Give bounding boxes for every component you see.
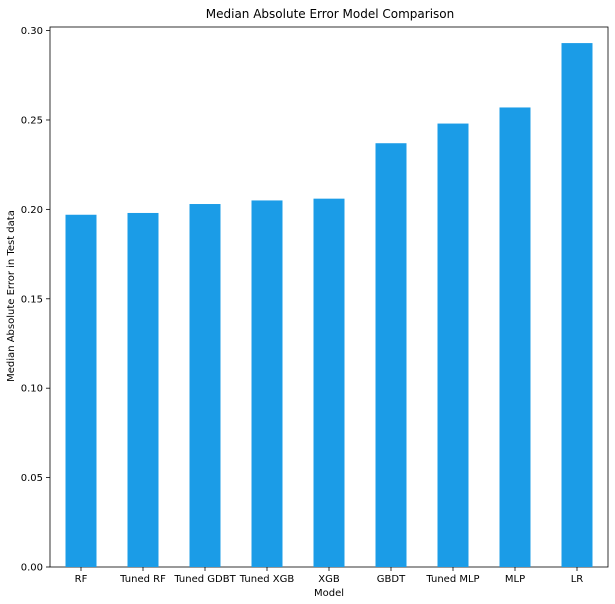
y-tick-label: 0.20 [21,205,43,216]
x-tick-label: LR [571,574,584,585]
x-axis-ticks: RF Tuned RF Tuned GDBT Tuned XGB XGB GBDT Tune… [75,567,584,585]
bar-gbdt [375,143,407,568]
x-tick-label: MLP [505,574,525,585]
bar-rf [65,214,97,567]
y-tick-label: 0.30 [21,26,43,37]
y-tick-label: 0.25 [21,115,43,126]
y-tick-label: 0.15 [21,294,43,305]
y-tick-label: 0.10 [21,384,43,395]
y-tick-label: 0.05 [21,473,43,484]
y-tick-label: 0.00 [21,563,43,574]
bar-tuned-xgb [251,200,283,567]
x-tick-label: Tuned GDBT [173,574,236,585]
x-tick-label: Tuned XGB [239,574,295,585]
y-axis-ticks: 0.00 0.05 0.10 0.15 0.20 0.25 0.30 [21,26,50,574]
x-axis-label: Model [314,588,344,599]
bar-tuned-gdbt [189,204,221,567]
bar-xgb [313,198,345,567]
x-tick-label: RF [75,574,88,585]
bar-lr [561,43,593,567]
x-tick-label: GBDT [377,574,406,585]
x-tick-label: XGB [318,574,340,585]
bar-tuned-mlp [437,123,469,567]
bar-tuned-rf [127,212,159,567]
x-tick-label: Tuned RF [119,574,166,585]
y-axis-label: Median Absolute Error in Test data [6,210,17,382]
x-tick-label: Tuned MLP [425,574,479,585]
bars [65,43,593,568]
bar-mlp [499,107,531,568]
chart-title: Median Absolute Error Model Comparison [206,7,454,21]
